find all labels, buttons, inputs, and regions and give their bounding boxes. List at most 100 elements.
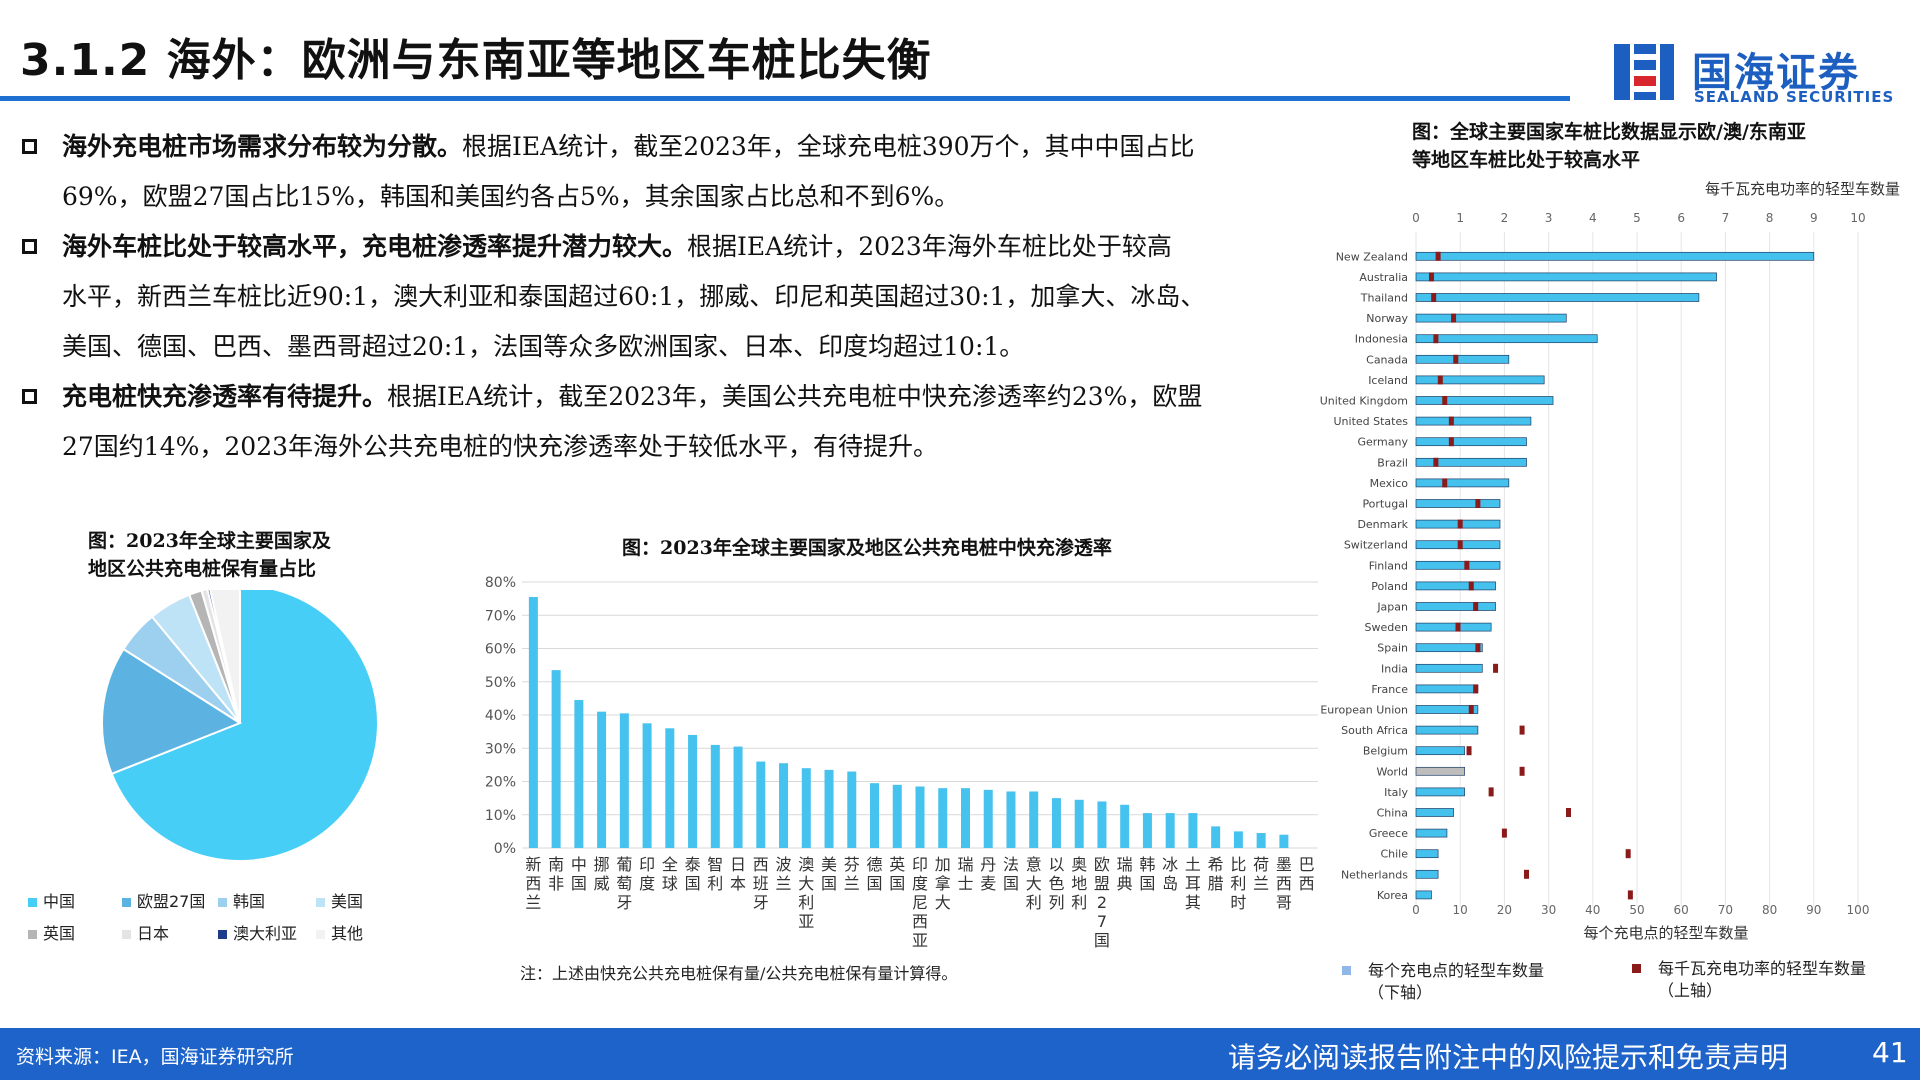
x-tick-label: 典 bbox=[1117, 874, 1133, 893]
legend-label: （上轴） bbox=[1658, 981, 1722, 1000]
bullet-item: 充电桩快充渗透率有待提升。根据IEA统计，截至2023年，美国公共充电桩中快充渗… bbox=[18, 372, 1318, 472]
legend-swatch bbox=[28, 930, 37, 939]
x-tick-label: 南 bbox=[548, 855, 564, 874]
bottom-tick-label: 80 bbox=[1762, 903, 1777, 917]
logo-english-name: SEALAND SECURITIES bbox=[1694, 88, 1895, 106]
bar bbox=[619, 713, 629, 848]
disclaimer-link[interactable]: 请务必阅读报告附注中的风险提示和免责声明 bbox=[1228, 1041, 1789, 1074]
bar bbox=[1415, 622, 1492, 632]
bar bbox=[1415, 766, 1465, 776]
x-tick-label: 挪 bbox=[594, 855, 610, 874]
pie-caption-line: 图：2023年全球主要国家及 bbox=[88, 530, 331, 552]
y-tick-label: 50% bbox=[485, 675, 516, 691]
top-tick-label: 8 bbox=[1766, 211, 1774, 225]
bar bbox=[892, 784, 902, 848]
marker bbox=[1464, 560, 1470, 570]
legend-swatch bbox=[316, 930, 325, 939]
pie-chart-caption: 图：2023年全球主要国家及 地区公共充电桩保有量占比 bbox=[88, 527, 331, 583]
x-tick-label: 2 bbox=[1097, 893, 1107, 912]
bar bbox=[733, 746, 743, 848]
category-label: Norway bbox=[1366, 312, 1408, 325]
x-tick-label: 利 bbox=[798, 893, 814, 912]
legend-swatch bbox=[218, 930, 227, 939]
marker bbox=[1433, 457, 1439, 467]
bottom-tick-label: 20 bbox=[1497, 903, 1512, 917]
category-label: Chile bbox=[1380, 848, 1408, 861]
x-tick-label: 比 bbox=[1230, 855, 1246, 874]
marker bbox=[1451, 313, 1457, 323]
x-tick-label: 泰 bbox=[685, 855, 701, 874]
x-tick-label: 芬 bbox=[844, 855, 860, 874]
x-tick-label: 巴 bbox=[1299, 855, 1315, 874]
category-label: Australia bbox=[1359, 271, 1408, 284]
bar bbox=[1415, 808, 1454, 817]
legend-label: 日本 bbox=[137, 924, 169, 943]
bar bbox=[1279, 834, 1289, 848]
bullet-text: 根据IEA统计，截至2023年，全球充电桩390万个，其中中国占比 bbox=[462, 132, 1195, 161]
legend-swatch bbox=[122, 930, 131, 939]
x-tick-label: 非 bbox=[548, 874, 564, 893]
category-label: Switzerland bbox=[1344, 539, 1408, 552]
bullet-text: 根据IEA统计，2023年海外车桩比处于较高 bbox=[687, 232, 1172, 261]
category-label: China bbox=[1377, 807, 1408, 820]
marker bbox=[1455, 622, 1461, 632]
x-tick-label: 萄 bbox=[616, 874, 632, 893]
legend-swatch bbox=[218, 898, 227, 907]
x-tick-label: 麦 bbox=[980, 874, 996, 893]
bar bbox=[915, 786, 925, 848]
category-label: Italy bbox=[1384, 786, 1408, 799]
top-tick-label: 0 bbox=[1412, 211, 1420, 225]
x-tick-label: 本 bbox=[730, 874, 746, 893]
category-label: Belgium bbox=[1363, 745, 1408, 758]
marker bbox=[1625, 849, 1631, 859]
bullet-heading: 海外充电桩市场需求分布较为分散。 bbox=[62, 132, 463, 161]
legend-swatch bbox=[1342, 966, 1351, 975]
bar bbox=[1415, 643, 1483, 653]
source-note: 资料来源：IEA，国海证券研究所 bbox=[16, 1046, 294, 1068]
bullet-text: 水平，新西兰车桩比近90:1，澳大利亚和泰国超过60:1，挪威、印尼和英国超过3… bbox=[62, 282, 1206, 311]
bottom-tick-label: 60 bbox=[1674, 903, 1689, 917]
x-tick-label: 尼 bbox=[912, 893, 928, 912]
legend-swatch bbox=[122, 898, 131, 907]
x-tick-label: 时 bbox=[1230, 893, 1246, 912]
x-tick-label: 大 bbox=[1026, 874, 1042, 893]
bar bbox=[1006, 791, 1016, 848]
legend-label: 韩国 bbox=[233, 892, 265, 911]
marker bbox=[1519, 725, 1525, 735]
category-label: Sweden bbox=[1365, 621, 1408, 634]
bar bbox=[1233, 831, 1243, 848]
bar bbox=[801, 768, 811, 848]
category-label: Japan bbox=[1376, 601, 1408, 614]
top-tick-label: 9 bbox=[1810, 211, 1818, 225]
category-label: Denmark bbox=[1357, 518, 1408, 531]
bar bbox=[1074, 799, 1084, 848]
top-axis-label: 每千瓦充电功率的轻型车数量 bbox=[1705, 180, 1900, 198]
bar bbox=[597, 711, 607, 848]
marker bbox=[1519, 766, 1525, 776]
marker bbox=[1457, 519, 1463, 529]
category-label: Iceland bbox=[1368, 374, 1408, 387]
pie-caption-line: 地区公共充电桩保有量占比 bbox=[88, 558, 317, 580]
x-tick-label: 亚 bbox=[912, 931, 928, 950]
bar bbox=[1415, 272, 1717, 282]
bar bbox=[756, 761, 766, 848]
category-label: Portugal bbox=[1362, 498, 1408, 511]
marker bbox=[1488, 787, 1494, 797]
x-tick-label: 利 bbox=[707, 874, 723, 893]
top-tick-label: 7 bbox=[1722, 211, 1730, 225]
top-tick-label: 6 bbox=[1677, 211, 1685, 225]
legend-swatch bbox=[316, 898, 325, 907]
legend-label: 欧盟27国 bbox=[137, 892, 205, 911]
bar bbox=[847, 771, 857, 848]
y-tick-label: 60% bbox=[485, 642, 516, 658]
x-tick-label: 地 bbox=[1071, 874, 1087, 893]
x-tick-label: 国 bbox=[867, 874, 883, 893]
pie-slice bbox=[200, 590, 241, 724]
x-tick-label: 岛 bbox=[1162, 874, 1178, 893]
bar bbox=[1415, 478, 1510, 488]
x-tick-label: 牙 bbox=[616, 893, 632, 912]
hbar-chart-caption: 图：全球主要国家车桩比数据显示欧/澳/东南亚 等地区车桩比处于较高水平 bbox=[1412, 118, 1806, 174]
marker bbox=[1457, 540, 1463, 550]
bottom-tick-label: 10 bbox=[1453, 903, 1468, 917]
